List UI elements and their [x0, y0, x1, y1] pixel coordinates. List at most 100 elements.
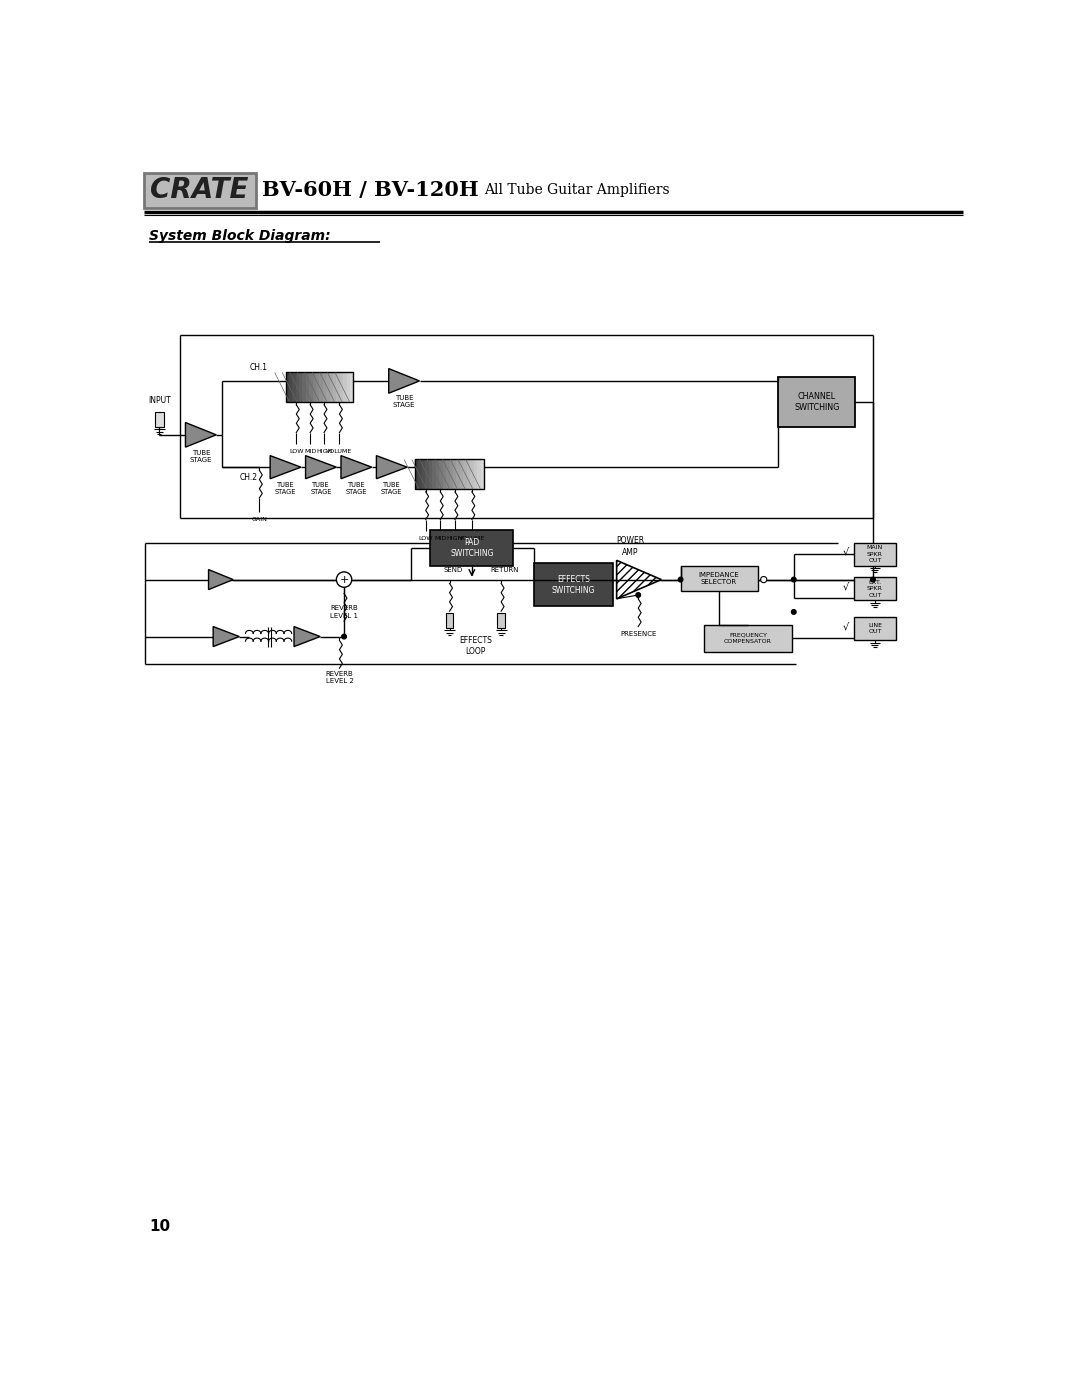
- Text: TUBE
STAGE: TUBE STAGE: [190, 450, 212, 464]
- Text: CH.2: CH.2: [240, 474, 257, 482]
- Text: INPUT: INPUT: [148, 397, 171, 405]
- Bar: [333, 373, 337, 402]
- Polygon shape: [306, 455, 336, 479]
- Circle shape: [341, 634, 347, 638]
- Text: System Block Diagram:: System Block Diagram:: [149, 229, 330, 243]
- Bar: [415, 460, 484, 489]
- Circle shape: [792, 609, 796, 615]
- Bar: [460, 460, 463, 489]
- Bar: [320, 373, 323, 402]
- Bar: [435, 460, 440, 489]
- Bar: [430, 531, 513, 566]
- Text: SEND: SEND: [443, 567, 462, 573]
- Bar: [347, 373, 350, 402]
- Bar: [144, 173, 256, 208]
- Bar: [854, 577, 896, 601]
- Bar: [302, 373, 307, 402]
- Bar: [340, 373, 343, 402]
- Text: TUBE
STAGE: TUBE STAGE: [393, 395, 416, 408]
- Polygon shape: [186, 422, 216, 447]
- Text: HIGH: HIGH: [316, 450, 333, 454]
- Text: PRESENCE: PRESENCE: [620, 631, 657, 637]
- Bar: [463, 460, 468, 489]
- Bar: [309, 373, 313, 402]
- Bar: [154, 412, 164, 427]
- Text: VOLUME: VOLUME: [459, 536, 485, 541]
- Bar: [299, 373, 302, 402]
- Text: CHANNEL
SWITCHING: CHANNEL SWITCHING: [794, 393, 839, 412]
- Bar: [285, 373, 289, 402]
- Polygon shape: [389, 369, 419, 393]
- Circle shape: [336, 571, 352, 587]
- Text: √: √: [843, 581, 849, 591]
- Text: CH.1: CH.1: [249, 363, 268, 373]
- Text: EFFECTS
LOOP: EFFECTS LOOP: [459, 636, 491, 655]
- Bar: [426, 460, 429, 489]
- Bar: [326, 373, 330, 402]
- Bar: [289, 373, 293, 402]
- Text: 10: 10: [149, 1220, 171, 1234]
- Text: √: √: [843, 622, 849, 631]
- Bar: [350, 373, 353, 402]
- Text: +: +: [339, 574, 349, 584]
- Bar: [422, 460, 426, 489]
- Text: REVERB
LEVEL 1: REVERB LEVEL 1: [330, 605, 359, 619]
- Bar: [457, 460, 460, 489]
- Bar: [779, 377, 855, 427]
- Text: GAIN: GAIN: [252, 517, 267, 522]
- Circle shape: [636, 592, 640, 598]
- Text: TUBE
STAGE: TUBE STAGE: [310, 482, 332, 496]
- Bar: [336, 373, 340, 402]
- Circle shape: [760, 577, 767, 583]
- Bar: [497, 613, 505, 629]
- Bar: [343, 373, 347, 402]
- Text: MID: MID: [305, 450, 316, 454]
- Bar: [474, 460, 477, 489]
- Text: EXT.
SPKR
OUT: EXT. SPKR OUT: [867, 580, 883, 598]
- Bar: [296, 373, 299, 402]
- Text: √: √: [843, 546, 849, 557]
- Polygon shape: [377, 455, 407, 479]
- Circle shape: [792, 577, 796, 583]
- Bar: [535, 563, 612, 606]
- Bar: [429, 460, 433, 489]
- Text: All Tube Guitar Amplifiers: All Tube Guitar Amplifiers: [484, 183, 670, 197]
- Bar: [854, 542, 896, 566]
- Text: TUBE
STAGE: TUBE STAGE: [346, 482, 367, 496]
- Bar: [323, 373, 326, 402]
- Polygon shape: [213, 627, 240, 647]
- Text: LOW: LOW: [289, 450, 303, 454]
- Bar: [316, 373, 320, 402]
- Text: TUBE
STAGE: TUBE STAGE: [381, 482, 403, 496]
- Bar: [443, 460, 446, 489]
- Text: FREQUENCY
COMPENSATOR: FREQUENCY COMPENSATOR: [724, 633, 772, 644]
- Bar: [312, 373, 316, 402]
- Bar: [446, 613, 454, 629]
- Bar: [680, 566, 757, 591]
- Text: RETURN: RETURN: [490, 567, 518, 573]
- Bar: [449, 460, 454, 489]
- Polygon shape: [208, 570, 233, 590]
- Bar: [477, 460, 481, 489]
- Bar: [285, 373, 353, 402]
- Polygon shape: [341, 455, 372, 479]
- Bar: [418, 460, 422, 489]
- Circle shape: [678, 577, 683, 583]
- Bar: [329, 373, 334, 402]
- Text: REVERB
LEVEL 2: REVERB LEVEL 2: [325, 671, 353, 685]
- Bar: [704, 624, 793, 652]
- Bar: [432, 460, 436, 489]
- Text: MID: MID: [434, 536, 446, 541]
- Polygon shape: [270, 455, 301, 479]
- Text: CRATE: CRATE: [150, 176, 248, 204]
- Text: TUBE
STAGE: TUBE STAGE: [274, 482, 296, 496]
- Text: EFFECTS
SWITCHING: EFFECTS SWITCHING: [552, 574, 595, 595]
- Bar: [293, 373, 296, 402]
- Text: MAIN
SPKR
OUT: MAIN SPKR OUT: [867, 545, 883, 563]
- Bar: [306, 373, 310, 402]
- Bar: [453, 460, 457, 489]
- Text: LOW: LOW: [418, 536, 433, 541]
- Text: HIGH: HIGH: [447, 536, 463, 541]
- Bar: [467, 460, 471, 489]
- Bar: [415, 460, 419, 489]
